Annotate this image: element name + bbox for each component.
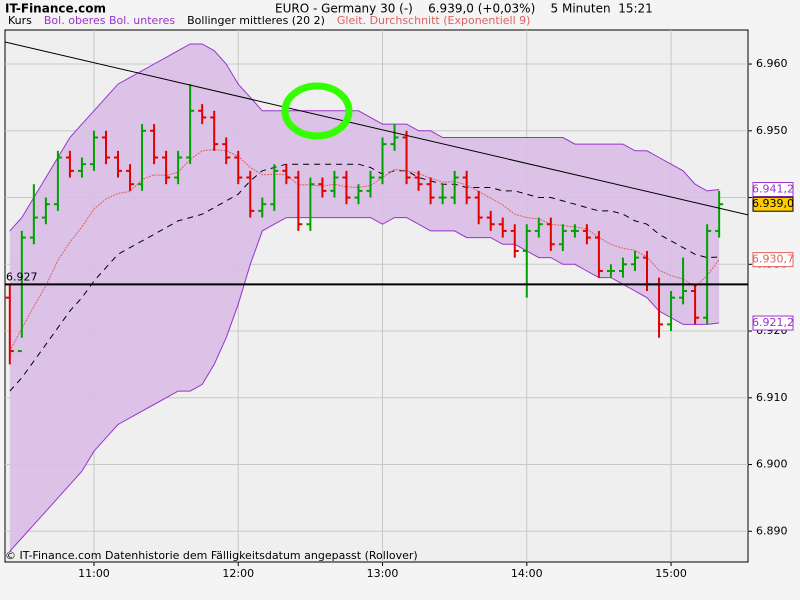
y-tick-label: 6.960 — [756, 57, 788, 70]
plot-layer: 6.927 — [4, 30, 749, 562]
price-box — [752, 182, 794, 198]
legend-entry: Kurs — [8, 14, 32, 27]
x-tick-label: 14:00 — [511, 567, 543, 580]
y-tick-label: 6.910 — [756, 391, 788, 404]
x-tick-label: 13:00 — [367, 567, 399, 580]
bollinger-upper — [9, 43, 720, 232]
y-tick-label: 6.950 — [756, 124, 788, 137]
price-box-label: 6.921,2 — [752, 316, 794, 329]
horizontal-line-label: 6.927 — [6, 270, 38, 283]
footer: © IT-Finance.com Datenhistorie dem Fälli… — [5, 549, 418, 562]
legend-entry: Gleit. Durchschnitt (Exponentiell 9) — [337, 14, 531, 27]
price-box-label: 6.939,0 — [752, 197, 794, 210]
price-box — [752, 315, 794, 331]
chart-title: EURO - Germany 30 (-) 6.939,0 (+0,03%) 5… — [275, 2, 653, 16]
price-box — [752, 252, 794, 268]
highlight-circle — [281, 82, 353, 140]
site-name: IT-Finance.com — [5, 2, 106, 16]
bollinger-band-fill — [9, 44, 720, 552]
legend: Kurs Bol. oberes Bol. unteres Bollinger mi… — [8, 14, 530, 27]
y-tick-label: 6.900 — [756, 458, 788, 471]
x-tick-label: 12:00 — [222, 567, 254, 580]
trend-line — [4, 41, 749, 216]
x-tick-label: 15:00 — [655, 567, 687, 580]
bollinger-lower — [9, 217, 720, 552]
indicator-line — [9, 148, 720, 352]
price-box — [752, 196, 794, 212]
legend-entry: Bol. oberes Bol. unteres — [44, 14, 175, 27]
legend-entry: Bollinger mittleres (20 2) — [187, 14, 325, 27]
y-tick-label: 6.890 — [756, 524, 788, 537]
price-box-label: 6.941,2 — [752, 183, 794, 196]
x-tick-label: 11:00 — [78, 567, 110, 580]
price-box-label: 6.930,7 — [752, 253, 794, 266]
